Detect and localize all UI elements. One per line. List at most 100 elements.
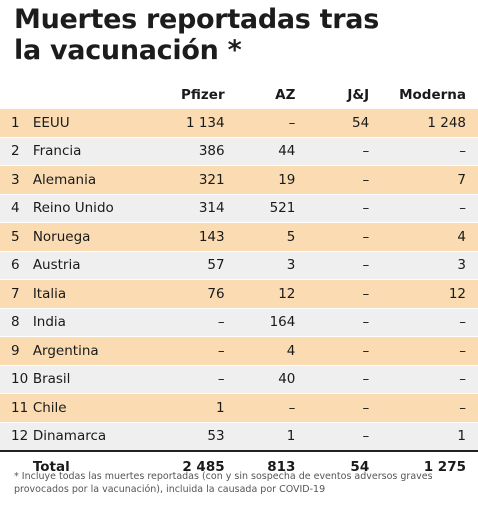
moderna-value: 7 — [369, 165, 478, 195]
row-number: 5 — [0, 222, 33, 252]
az-value: 1 — [224, 422, 296, 452]
jj-value: – — [295, 165, 370, 195]
pfizer-value: – — [153, 336, 225, 366]
pfizer-value: 1 — [153, 393, 225, 423]
table-row: 3 Alemania 321 19–7 — [0, 165, 478, 195]
moderna-value: – — [369, 393, 478, 423]
row-number: 4 — [0, 194, 33, 223]
jj-value: – — [295, 194, 370, 223]
total-label: Total — [32, 450, 154, 482]
country-name: Alemania — [32, 165, 154, 195]
pfizer-value: – — [153, 365, 225, 394]
pfizer-value: – — [153, 308, 225, 337]
country-name: Chile — [32, 393, 154, 423]
header-az: AZ — [275, 87, 296, 103]
az-value: – — [224, 393, 296, 423]
moderna-value: 3 — [369, 251, 478, 280]
pfizer-value: 321 — [153, 165, 225, 195]
jj-value: – — [295, 222, 370, 252]
moderna-value: 12 — [369, 279, 478, 309]
moderna-value: – — [369, 336, 478, 366]
table-body: 1 EEUU 1 134–54 1 248 2 Francia 386 44– –3 Aleman… — [0, 109, 478, 452]
az-value: 164 — [224, 308, 296, 337]
moderna-value: – — [369, 308, 478, 337]
total-az: 813 — [224, 450, 296, 482]
country-name: Dinamarca — [32, 422, 154, 452]
moderna-value: – — [369, 137, 478, 166]
az-value: 44 — [224, 137, 296, 166]
table-row: 9 Argentina –4– – — [0, 336, 478, 366]
country-name: India — [32, 308, 154, 337]
footnote: * Incluye todas las muertes reportadas (… — [14, 471, 433, 495]
jj-value: – — [295, 393, 370, 423]
row-number: 3 — [0, 165, 33, 195]
header-pfizer: Pfizer — [181, 87, 225, 103]
total-num — [0, 450, 33, 482]
jj-value: – — [295, 336, 370, 366]
jj-value: – — [295, 422, 370, 452]
row-number: 1 — [0, 109, 33, 138]
row-number: 8 — [0, 308, 33, 337]
row-number: 7 — [0, 279, 33, 309]
az-value: 3 — [224, 251, 296, 280]
row-number: 12 — [0, 422, 33, 452]
total-moderna: 1 275 — [369, 450, 478, 482]
total-pfizer: 2 485 — [153, 450, 225, 482]
table-row: 12 Dinamarca 53 1–1 — [0, 422, 478, 452]
row-number: 10 — [0, 365, 33, 394]
az-value: 12 — [224, 279, 296, 309]
jj-value: – — [295, 137, 370, 166]
jj-value: – — [295, 279, 370, 309]
table-row: 1 EEUU 1 134–54 1 248 — [0, 109, 478, 138]
total-jj: 54 — [295, 450, 370, 482]
row-number: 11 — [0, 393, 33, 423]
jj-value: – — [295, 251, 370, 280]
jj-value: 54 — [295, 109, 370, 138]
az-value: 40 — [224, 365, 296, 394]
moderna-value: 1 — [369, 422, 478, 452]
table-row: 7 Italia 76 12–12 — [0, 279, 478, 309]
title-line-2: la vacunación * — [14, 35, 242, 66]
country-name: Brasil — [32, 365, 154, 394]
header-jj: J&J — [347, 87, 370, 103]
moderna-value: 1 248 — [369, 109, 478, 138]
table-row: 4 Reino Unido 314 521– – — [0, 194, 478, 223]
row-number: 2 — [0, 137, 33, 166]
az-value: 19 — [224, 165, 296, 195]
title-line-1: Muertes reportadas tras — [14, 4, 379, 35]
country-name: EEUU — [32, 109, 154, 138]
moderna-value: – — [369, 194, 478, 223]
az-value: 5 — [224, 222, 296, 252]
pfizer-value: 57 — [153, 251, 225, 280]
table-row: 10 Brasil –40– – — [0, 365, 478, 394]
jj-value: – — [295, 308, 370, 337]
row-number: 9 — [0, 336, 33, 366]
table-row: 5 Noruega 143 5–4 — [0, 222, 478, 252]
az-value: 4 — [224, 336, 296, 366]
moderna-value: – — [369, 365, 478, 394]
pfizer-value: 76 — [153, 279, 225, 309]
country-name: Austria — [32, 251, 154, 280]
deaths-table: Pfizer AZ J&J Moderna 1 EEUU 1 134–54 1 248… — [0, 81, 478, 482]
header-num — [0, 81, 33, 109]
az-value: – — [224, 109, 296, 138]
country-name: Reino Unido — [32, 194, 154, 223]
jj-value: – — [295, 365, 370, 394]
row-number: 6 — [0, 251, 33, 280]
table-row: 6 Austria 57 3–3 — [0, 251, 478, 280]
pfizer-value: 314 — [153, 194, 225, 223]
table-row: 8 India –164– – — [0, 308, 478, 337]
country-name: Argentina — [32, 336, 154, 366]
country-name: Francia — [32, 137, 154, 166]
total-row: Total 2 485 813 54 1 275 — [0, 450, 478, 482]
table-row: 11 Chile 1– – – — [0, 393, 478, 423]
moderna-value: 4 — [369, 222, 478, 252]
pfizer-value: 1 134 — [153, 109, 225, 138]
pfizer-value: 53 — [153, 422, 225, 452]
page-title: Muertes reportadas tras la vacunación * — [14, 4, 474, 66]
header-country — [33, 81, 154, 109]
country-name: Italia — [32, 279, 154, 309]
country-name: Noruega — [32, 222, 154, 252]
table-row: 2 Francia 386 44– – — [0, 137, 478, 166]
pfizer-value: 386 — [153, 137, 225, 166]
